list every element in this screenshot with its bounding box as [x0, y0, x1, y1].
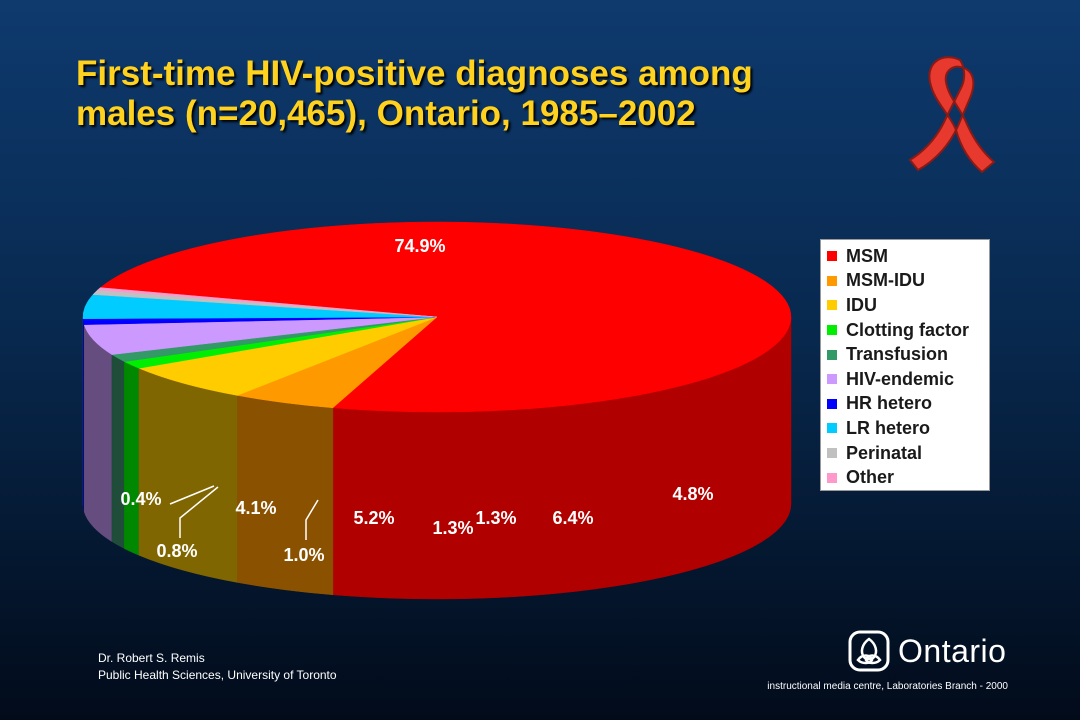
leader-line-other: [169, 485, 215, 505]
legend-label: HIV-endemic: [846, 368, 955, 389]
legend-label: Transfusion: [846, 344, 949, 365]
author-name: Dr. Robert S. Remis: [98, 651, 205, 665]
legend-label: IDU: [846, 294, 877, 315]
slide-title: First-time HIV-positive diagnoses among …: [76, 54, 876, 134]
title-line-2: males (n=20,465), Ontario, 1985–2002: [76, 94, 696, 133]
legend-item-transfusion: Transfusion: [827, 342, 989, 367]
data-label-transfusion: 1.3%: [432, 518, 473, 538]
title-line-1: First-time HIV-positive diagnoses among: [76, 54, 753, 93]
legend-swatch: [827, 325, 837, 336]
leader-line-hr-hetero: [305, 499, 319, 540]
data-label-msm: 74.9%: [394, 236, 445, 256]
media-credit: instructional media centre, Laboratories…: [767, 681, 1008, 692]
legend-swatch: [827, 349, 837, 360]
data-label-msm-idu: 4.8%: [672, 484, 713, 504]
pie-side-hiv-endemic: [83, 324, 113, 543]
data-label-lr-hetero: 4.1%: [235, 498, 276, 518]
legend-label: LR hetero: [846, 417, 931, 438]
data-label-perinatal: 0.8%: [156, 541, 197, 561]
legend-label: Perinatal: [846, 442, 923, 463]
pie-side-transfusion: [111, 354, 125, 549]
data-label-clotting-factor: 1.3%: [475, 508, 516, 528]
legend-swatch: [827, 300, 837, 311]
legend-item-hiv-endemic: HIV-endemic: [827, 367, 989, 392]
legend-item-perinatal: Perinatal: [827, 441, 989, 466]
data-label-hr-hetero: 1.0%: [283, 545, 324, 565]
legend-label: Clotting factor: [846, 319, 969, 340]
data-label-hiv-endemic: 5.2%: [353, 508, 394, 528]
ontario-trillium-icon: [848, 630, 890, 672]
legend-item-idu: IDU: [827, 293, 989, 318]
pie-slice-idu: [138, 316, 438, 396]
chart-legend: MSM MSM-IDU IDU Clotting factor Transfusion H…: [820, 239, 990, 491]
legend-swatch: [827, 275, 837, 286]
legend-swatch: [827, 251, 837, 262]
legend-swatch: [827, 423, 837, 434]
legend-label: Other: [846, 467, 895, 488]
legend-swatch: [827, 472, 837, 483]
legend-item-msm-idu: MSM-IDU: [827, 269, 989, 294]
author-credit: Dr. Robert S. Remis Public Health Scienc…: [98, 650, 337, 684]
data-label-idu: 6.4%: [552, 508, 593, 528]
legend-swatch: [827, 398, 837, 409]
leader-line-perinatal: [179, 486, 219, 538]
legend-swatch: [827, 374, 837, 385]
legend-item-hr-hetero: HR hetero: [827, 392, 989, 417]
legend-swatch: [827, 448, 837, 459]
pie-side-clotting-factor: [124, 361, 140, 556]
legend-label: HR hetero: [846, 393, 933, 414]
legend-label: MSM-IDU: [846, 270, 925, 291]
legend-label: MSM: [846, 245, 888, 266]
author-affiliation: Public Health Sciences, University of To…: [98, 668, 337, 682]
legend-item-clotting-factor: Clotting factor: [827, 318, 989, 343]
red-ribbon-icon: [908, 56, 996, 174]
data-label-other: 0.4%: [120, 489, 161, 509]
legend-item-lr-hetero: LR hetero: [827, 416, 989, 441]
ontario-logo: Ontario: [848, 630, 1006, 672]
logo-text: Ontario: [898, 632, 1007, 669]
legend-item-other: Other: [827, 465, 989, 490]
pie-slice-other: [97, 287, 438, 318]
pie-slice-msm: [99, 221, 792, 413]
legend-item-msm: MSM: [827, 244, 989, 269]
